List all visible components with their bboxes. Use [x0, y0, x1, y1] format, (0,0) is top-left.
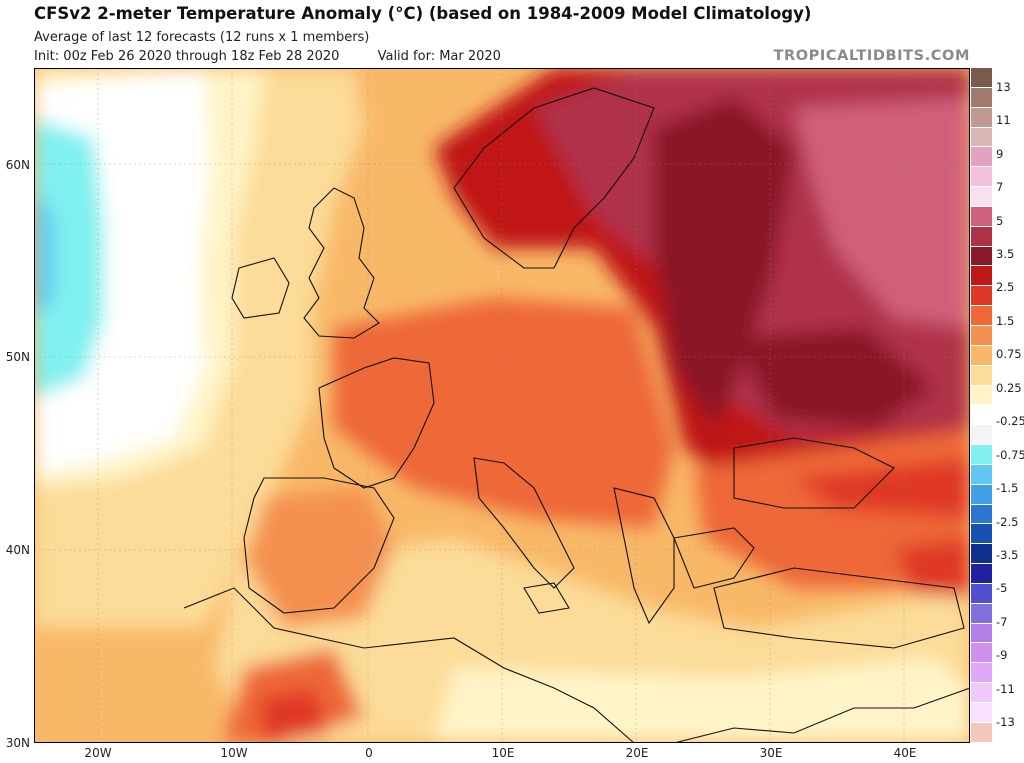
chart-subtitle: Average of last 12 forecasts (12 runs x …: [34, 30, 370, 45]
lon-label-10w: 10W: [220, 746, 248, 760]
colorbar-swatch: [971, 127, 992, 148]
colorbar-label: -9: [996, 648, 1008, 663]
colorbar-swatch: [971, 703, 992, 723]
colorbar-label: -3.5: [996, 547, 1019, 562]
coastlines: [183, 87, 970, 743]
colorbar-label: -11: [996, 681, 1015, 696]
colorbar-swatch: [971, 564, 992, 584]
colorbar-swatch: [971, 345, 992, 366]
colorbar-label: -0.75: [996, 447, 1024, 462]
colorbar-swatch: [971, 405, 992, 426]
colorbar: [971, 68, 992, 743]
colorbar-swatch: [971, 206, 992, 227]
colorbar-label: 0.25: [996, 380, 1022, 395]
lon-label-10e: 10E: [491, 746, 515, 760]
colorbar-swatch: [971, 266, 992, 287]
colorbar-swatch: [971, 583, 992, 604]
colorbar-swatch: [971, 683, 992, 703]
lat-label-50n: 50N: [5, 350, 30, 364]
colorbar-swatch: [971, 464, 992, 485]
colorbar-swatch: [971, 425, 992, 446]
lat-label-30n: 30N: [5, 736, 30, 750]
colorbar-label: -2.5: [996, 514, 1019, 529]
colorbar-swatch: [971, 524, 992, 545]
colorbar-label: 2.5: [996, 280, 1015, 295]
colorbar-swatch: [971, 187, 992, 207]
brand-watermark[interactable]: TROPICALTIDBITS.COM: [773, 48, 970, 64]
colorbar-label: -5: [996, 581, 1008, 596]
colorbar-swatch: [971, 544, 992, 565]
colorbar-swatch: [971, 643, 992, 664]
colorbar-swatch: [971, 87, 992, 108]
colorbar-swatch: [971, 365, 992, 386]
colorbar-swatch: [971, 385, 992, 406]
colorbar-label: 0.75: [996, 347, 1022, 362]
colorbar-swatch: [971, 68, 992, 88]
map-svg: [34, 68, 970, 743]
graticule: [34, 68, 970, 743]
colorbar-swatch: [971, 325, 992, 346]
colorbar-label: 1.5: [996, 313, 1015, 328]
colorbar-swatch: [971, 722, 992, 743]
colorbar-label: -1.5: [996, 481, 1019, 496]
colorbar-swatch: [971, 306, 992, 326]
valid-text: Valid for: Mar 2020: [377, 49, 501, 64]
lon-label-0: 0: [365, 746, 373, 760]
anomaly-field: [34, 68, 970, 743]
colorbar-label: 3.5: [996, 247, 1015, 262]
colorbar-label: 11: [996, 113, 1011, 128]
colorbar-swatch: [971, 504, 992, 525]
colorbar-swatch: [971, 484, 992, 505]
lat-label-40n: 40N: [5, 543, 30, 557]
anomaly-map[interactable]: [34, 68, 970, 743]
chart-title: CFSv2 2-meter Temperature Anomaly (°C) (…: [34, 4, 812, 23]
colorbar-swatch: [971, 167, 992, 188]
colorbar-label: 13: [996, 79, 1011, 94]
colorbar-label: 7: [996, 180, 1004, 195]
colorbar-swatch: [971, 603, 992, 624]
colorbar-swatch: [971, 445, 992, 465]
colorbar-label: -7: [996, 614, 1008, 629]
colorbar-swatch: [971, 226, 992, 247]
colorbar-swatch: [971, 286, 992, 307]
lon-label-20w: 20W: [84, 746, 112, 760]
run-info: Init: 00z Feb 26 2020 through 18z Feb 28…: [34, 49, 501, 64]
colorbar-swatch: [971, 107, 992, 128]
colorbar-label: -0.25: [996, 414, 1024, 429]
colorbar-label: 9: [996, 146, 1004, 161]
colorbar-label: -13: [996, 715, 1015, 730]
map-frame: [34, 68, 970, 743]
lon-label-20e: 20E: [625, 746, 649, 760]
colorbar-swatch: [971, 246, 992, 267]
lat-label-60n: 60N: [5, 158, 30, 172]
lon-label-40e: 40E: [893, 746, 917, 760]
init-text: Init: 00z Feb 26 2020 through 18z Feb 28…: [34, 49, 340, 64]
colorbar-swatch: [971, 623, 992, 644]
colorbar-label: 5: [996, 213, 1004, 228]
colorbar-swatch: [971, 147, 992, 168]
lon-label-30e: 30E: [759, 746, 783, 760]
colorbar-swatch: [971, 663, 992, 684]
